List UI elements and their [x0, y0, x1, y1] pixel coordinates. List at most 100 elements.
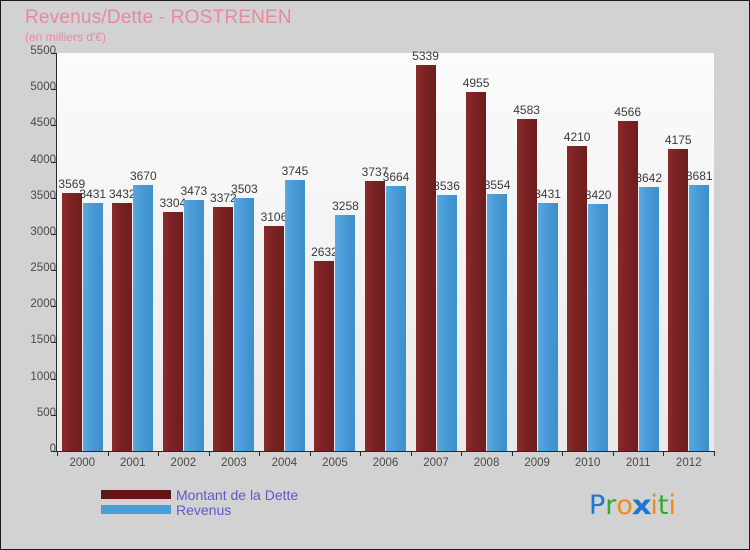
y-axis-tick-label: 3500: [30, 189, 56, 202]
legend-item-dette[interactable]: Montant de la Dette: [101, 486, 299, 503]
y-axis-tick-label: 1000: [30, 370, 56, 383]
bars-layer: 3569 3431 3432 3670 3304 3473 3372 3503 3106 3745…: [57, 49, 714, 451]
x-axis-tick-mark: [511, 451, 513, 456]
y-axis-tick-label: 4500: [30, 117, 56, 130]
bar-value-label: 3372: [210, 191, 237, 205]
bar-value-label: 3670: [129, 169, 157, 184]
x-axis-tick-mark: [158, 451, 160, 456]
legend: Montant de la Dette Revenus: [101, 486, 299, 518]
x-axis-tick-label-2003: 2003: [221, 457, 247, 469]
x-axis-tick-mark: [663, 451, 665, 456]
bar-value-label: 4955: [462, 76, 490, 91]
y-axis-tick-mark: [51, 451, 57, 452]
x-axis-tick-mark: [612, 451, 614, 456]
y-axis-tick-label: 2000: [30, 298, 56, 311]
y-axis-tick-mark: [51, 125, 57, 127]
logo-letter-r-1: r: [605, 490, 617, 521]
bar-dette-2008[interactable]: [466, 92, 487, 451]
bar-value-label: 3569: [58, 176, 86, 191]
bar-revenus-2000[interactable]: [82, 202, 103, 451]
legend-item-revenus[interactable]: Revenus: [101, 502, 298, 518]
logo-letter-o-2: o: [616, 490, 633, 521]
bar-revenus-2007[interactable]: [436, 195, 457, 451]
bar-revenus-2009[interactable]: [537, 202, 558, 451]
bar-dette-2007[interactable]: [415, 64, 436, 451]
y-axis-tick-mark: [51, 53, 57, 54]
bar-value-label: 5339: [412, 48, 439, 63]
page-title: Revenus/Dette - ROSTRENEN: [25, 7, 292, 28]
legend-swatch-dette: [101, 490, 171, 499]
bar-value-label: 4583: [513, 103, 540, 118]
x-axis-tick-mark: [309, 451, 311, 456]
bar-value-label: 4566: [614, 104, 642, 119]
bar-revenus-2008[interactable]: [487, 193, 508, 451]
bar-revenus-2012[interactable]: [689, 184, 710, 451]
y-axis-tick-label: 4000: [30, 153, 56, 166]
y-axis-tick-mark: [51, 378, 57, 380]
x-axis-tick-label-2008: 2008: [473, 457, 500, 469]
bar-value-label: 3681: [685, 168, 713, 183]
x-axis-line: [56, 451, 715, 452]
bar-revenus-2003[interactable]: [234, 197, 255, 451]
y-axis-tick-mark: [51, 197, 57, 199]
bar-dette-2000[interactable]: [61, 192, 82, 451]
bar-dette-2011[interactable]: [617, 120, 638, 451]
bar-value-label: 3431: [534, 186, 561, 201]
y-axis-tick-label: 5000: [30, 81, 56, 94]
x-axis-tick-label-2000: 2000: [69, 457, 96, 469]
bar-value-label: 4210: [563, 130, 591, 145]
bar-dette-2003[interactable]: [213, 207, 234, 451]
x-axis-tick-mark: [360, 451, 362, 456]
proxiti-logo: Proxiti: [589, 490, 676, 521]
y-axis-tick-label: 0: [49, 443, 56, 455]
x-axis-tick-mark: [107, 451, 109, 456]
legend-label-dette: Montant de la Dette: [176, 486, 299, 503]
bar-dette-2005[interactable]: [314, 260, 335, 451]
bar-value-label: 3431: [79, 186, 107, 201]
bar-value-label: 3745: [281, 164, 309, 178]
logo-letter-i-6: i: [668, 490, 676, 521]
bar-dette-2006[interactable]: [365, 180, 385, 451]
bar-value-label: 3473: [180, 183, 208, 198]
bar-dette-2001[interactable]: [112, 202, 133, 451]
bar-dette-2010[interactable]: [567, 146, 588, 451]
bar-revenus-2006[interactable]: [386, 185, 406, 451]
bar-dette-2002[interactable]: [162, 211, 183, 451]
x-axis-tick-mark: [410, 451, 412, 456]
x-axis-tick-label-2007: 2007: [423, 457, 449, 469]
bar-value-label: 2632: [311, 244, 338, 259]
x-axis-tick-label-2004: 2004: [271, 457, 298, 469]
bar-revenus-2005[interactable]: [335, 215, 356, 451]
bar-revenus-2002[interactable]: [183, 199, 204, 451]
x-axis-tick-label-2001: 2001: [120, 457, 146, 469]
bar-revenus-2011[interactable]: [638, 187, 659, 451]
bar-value-label: 3258: [332, 199, 359, 214]
x-axis-tick-mark: [461, 451, 463, 456]
y-axis-tick-label: 5500: [30, 45, 56, 57]
bar-dette-2009[interactable]: [516, 119, 537, 451]
bar-value-label: 3554: [483, 177, 511, 192]
x-axis-tick-label-2011: 2011: [625, 457, 651, 469]
y-axis-tick-mark: [51, 306, 57, 308]
bar-revenus-2010[interactable]: [588, 203, 609, 451]
x-axis-tick-label-2005: 2005: [322, 457, 348, 469]
bar-value-label: 3536: [433, 179, 460, 194]
bar-dette-2012[interactable]: [668, 148, 689, 451]
bar-value-label: 3106: [260, 210, 288, 225]
bar-value-label: 3420: [584, 187, 612, 202]
x-axis-tick-label-2012: 2012: [675, 457, 702, 469]
bar-revenus-2004[interactable]: [284, 180, 305, 451]
logo-letter-i-4: i: [650, 490, 658, 521]
logo-letter-x-3: x: [631, 490, 652, 521]
y-axis-tick-label: 1500: [30, 334, 56, 347]
bar-dette-2004[interactable]: [263, 226, 284, 451]
legend-swatch-revenus: [101, 505, 171, 514]
y-axis-tick-label: 500: [36, 406, 56, 419]
y-axis-tick-mark: [51, 89, 57, 91]
x-axis-tick-label-2002: 2002: [170, 457, 197, 469]
y-axis-tick-mark: [51, 161, 57, 163]
x-axis-tick-mark: [57, 451, 58, 456]
x-axis-tick-label-2010: 2010: [574, 457, 601, 469]
bar-revenus-2001[interactable]: [133, 185, 154, 451]
